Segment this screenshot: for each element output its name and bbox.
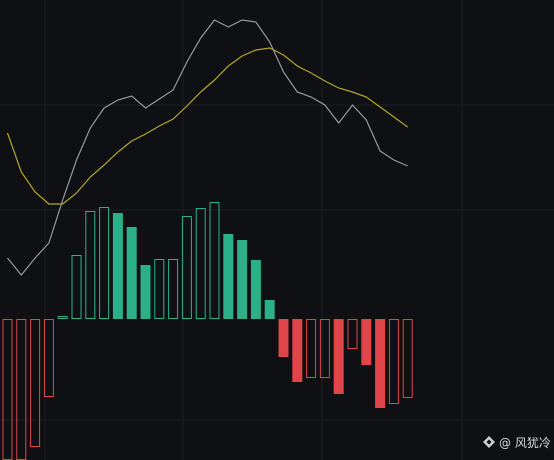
- histogram-bar: [168, 259, 179, 319]
- line-series: [7, 19, 408, 276]
- watermark: @ 风犹冷: [499, 436, 551, 450]
- histogram-bar: [2, 319, 13, 460]
- histogram-bar: [361, 319, 372, 365]
- histogram-bar: [388, 319, 399, 404]
- histogram-bar: [306, 319, 317, 378]
- histogram-bar: [292, 319, 303, 382]
- histogram-bar: [278, 319, 289, 357]
- histogram-bar: [99, 207, 110, 319]
- histogram-bar: [209, 202, 220, 319]
- histogram-bar: [237, 240, 248, 319]
- logo: [483, 436, 495, 448]
- line-series: [6, 47, 409, 205]
- histogram-bar: [43, 319, 54, 397]
- histogram-bar: [264, 300, 275, 319]
- histogram-bar: [181, 216, 192, 319]
- histogram-bar: [375, 319, 386, 408]
- histogram-bar: [347, 319, 358, 349]
- histogram-bar: [195, 208, 206, 319]
- histogram-bar: [319, 319, 330, 378]
- histogram-bar: [126, 227, 137, 319]
- histogram-bar: [71, 255, 82, 319]
- histogram-bar: [85, 211, 96, 319]
- histogram-bar: [223, 234, 234, 319]
- histogram-bar: [30, 319, 41, 447]
- histogram-bar: [402, 319, 413, 398]
- histogram-bar: [112, 213, 123, 319]
- histogram-bar: [250, 260, 261, 319]
- histogram-bar: [154, 259, 165, 319]
- histogram-bar: [333, 319, 344, 394]
- histogram-bar: [140, 265, 151, 319]
- watermark-icon: [483, 436, 495, 448]
- histogram-bar: [57, 316, 68, 319]
- histogram-bar: [16, 319, 27, 460]
